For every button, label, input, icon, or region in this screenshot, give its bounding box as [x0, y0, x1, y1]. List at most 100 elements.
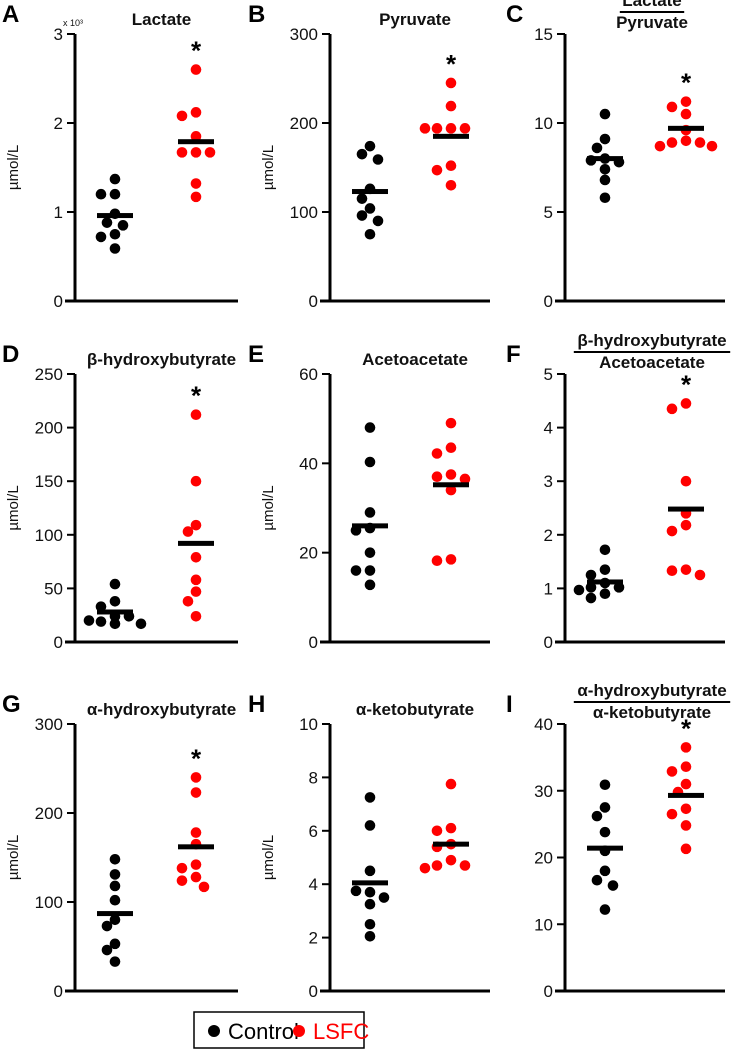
lsfc-point [182, 595, 194, 607]
y-tick-label: 0 [54, 633, 63, 652]
lsfc-point [190, 178, 202, 189]
control-point [364, 456, 376, 468]
control-point [101, 217, 113, 228]
y-tick-label: 0 [309, 633, 318, 652]
control-point [356, 193, 368, 204]
lsfc-point [666, 808, 678, 820]
y-axis-label: µmol/L [5, 485, 22, 530]
control-mean-bar [352, 880, 388, 886]
y-tick-label: 30 [534, 782, 553, 801]
control-point [109, 228, 121, 240]
control-point [599, 564, 611, 575]
control-mean-bar [587, 845, 623, 851]
lsfc-mean-bar [178, 540, 214, 546]
significance-asterisk: * [446, 49, 457, 79]
lsfc-point [680, 820, 692, 831]
lsfc-point [190, 772, 202, 783]
control-point [109, 618, 121, 630]
lsfc-point [680, 742, 692, 753]
y-tick-label: 20 [299, 544, 318, 563]
y-tick-label: 50 [44, 579, 63, 598]
panel-letter: B [248, 1, 265, 28]
lsfc-mean-bar [668, 506, 704, 512]
y-tick-label: 6 [309, 822, 318, 841]
lsfc-point [459, 123, 471, 134]
lsfc-point [190, 552, 202, 563]
control-point [364, 547, 376, 558]
y-tick-label: 40 [299, 454, 318, 473]
y-tick-label: 10 [299, 715, 318, 734]
lsfc-point [445, 160, 457, 172]
lsfc-point [190, 131, 202, 142]
lsfc-point [190, 409, 202, 421]
control-point [607, 880, 619, 891]
lsfc-point [190, 586, 202, 597]
lsfc-point [666, 403, 678, 415]
lsfc-point [190, 574, 202, 586]
lsfc-point [680, 96, 692, 107]
y-tick-label: 0 [54, 292, 63, 311]
lsfc-point [694, 137, 706, 148]
y-tick-label: 10 [534, 915, 553, 934]
title-denominator: Acetoacetate [599, 353, 705, 372]
control-point [364, 203, 376, 214]
lsfc-point [445, 180, 457, 191]
y-tick-label: 5 [544, 365, 553, 384]
y-tick-label: 150 [35, 472, 63, 491]
y-tick-label: 4 [544, 419, 553, 438]
control-point [364, 140, 376, 152]
lsfc-point [680, 475, 692, 487]
control-point [591, 874, 603, 886]
significance-asterisk: * [681, 369, 692, 399]
control-point [364, 898, 376, 910]
title-denominator: Pyruvate [616, 13, 688, 32]
y-tick-label: 100 [35, 893, 63, 912]
lsfc-point [190, 475, 202, 487]
control-point [599, 163, 611, 175]
legend: Control LSFC [193, 1011, 369, 1049]
axis-multiplier: x 10³ [63, 18, 83, 28]
lsfc-point [445, 417, 457, 429]
lsfc-point [419, 862, 431, 874]
y-tick-label: 100 [35, 526, 63, 545]
control-point [364, 886, 376, 898]
legend-lsfc-label: LSFC [313, 1019, 369, 1044]
control-point [599, 826, 611, 838]
lsfc-point [445, 484, 457, 496]
title-numerator: α-hydroxybutyrate [577, 681, 726, 700]
panel-h: H 0 2 4 6 8 10 µmol/L α-ketobutyrate [248, 691, 490, 1001]
panel-c: C 0 5 10 15 Lactate Pyruvate * [506, 0, 725, 311]
control-point [573, 584, 585, 596]
lsfc-mean-bar [433, 133, 469, 139]
y-tick-label: 10 [534, 114, 553, 133]
control-point [109, 243, 121, 254]
y-tick-label: 100 [290, 203, 318, 222]
lsfc-point [445, 100, 457, 112]
control-point [364, 565, 376, 576]
control-mean-bar [587, 579, 623, 585]
y-tick-label: 40 [534, 715, 553, 734]
control-point [599, 865, 611, 877]
y-tick-label: 60 [299, 365, 318, 384]
y-axis-label: µmol/L [260, 145, 277, 190]
control-point [95, 188, 107, 200]
lsfc-point [431, 164, 443, 176]
control-mean-bar [97, 609, 133, 615]
y-tick-label: 300 [35, 715, 63, 734]
lsfc-mean-bar [433, 482, 469, 488]
lsfc-point [190, 64, 202, 75]
lsfc-mean-bar [178, 844, 214, 850]
control-point [83, 615, 95, 626]
control-point [95, 231, 107, 243]
lsfc-point [190, 107, 202, 118]
panel-title: Acetoacetate [362, 350, 468, 369]
control-point [591, 810, 603, 822]
panel-title: β-hydroxybutyrate [87, 350, 236, 369]
lsfc-point [190, 147, 202, 158]
control-point [599, 108, 611, 120]
control-point [585, 582, 597, 593]
panel-letter: H [248, 691, 265, 718]
lsfc-point [431, 555, 443, 567]
control-point [117, 220, 129, 231]
significance-asterisk: * [191, 36, 202, 66]
